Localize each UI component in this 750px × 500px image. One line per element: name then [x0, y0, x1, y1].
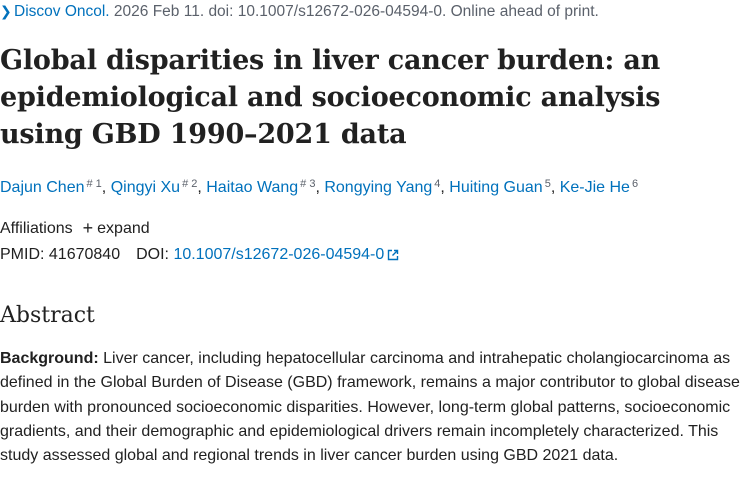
citation-line: ❯ Discov Oncol. 2026 Feb 11. doi: 10.1007… [0, 3, 599, 21]
affiliations-row: Affiliations + expand [0, 218, 150, 239]
doi-value: 10.1007/s12672-026-04594-0 [173, 246, 385, 263]
pmid-value: 41670840 [48, 246, 121, 263]
pmid-label: PMID: [0, 246, 45, 263]
citation-details: 2026 Feb 11. doi: 10.1007/s12672-026-045… [109, 3, 599, 20]
abstract-background: Background: Liver cancer, including hepa… [0, 347, 745, 468]
background-label: Background: [0, 350, 99, 367]
expand-affiliations-button[interactable]: + expand [73, 218, 150, 238]
author-link[interactable]: Ke-Jie He [559, 179, 630, 196]
author-affiliation-ref[interactable]: # 2 [182, 178, 198, 190]
identifiers-row: PMID: 41670840 DOI: 10.1007/s12672-026-04… [0, 246, 399, 264]
author-link[interactable]: Haitao Wang [206, 179, 299, 196]
doi-link[interactable]: 10.1007/s12672-026-04594-0 [173, 246, 399, 263]
chevron-right-icon: ❯ [0, 3, 12, 19]
affiliations-label: Affiliations [0, 220, 73, 237]
doi-label: DOI: [136, 246, 169, 263]
author-affiliation-ref[interactable]: # 3 [300, 178, 316, 190]
abstract-heading: Abstract [0, 303, 95, 328]
author-link[interactable]: Qingyi Xu [110, 179, 181, 196]
author-link[interactable]: Huiting Guan [449, 179, 543, 196]
author-affiliation-ref[interactable]: 6 [631, 178, 639, 190]
author-link[interactable]: Dajun Chen [0, 179, 85, 196]
external-link-icon [388, 249, 399, 261]
plus-icon: + [82, 218, 94, 238]
author-affiliation-ref[interactable]: 5 [544, 178, 551, 190]
author-affiliation-ref[interactable]: # 1 [86, 178, 102, 190]
author-affiliation-ref[interactable]: 4 [434, 178, 441, 190]
author-list: Dajun Chen # 1, Qingyi Xu # 2, Haitao Wang… [0, 178, 639, 196]
article-title: Global disparities in liver cancer burde… [0, 45, 661, 150]
background-text: Liver cancer, including hepatocellular c… [0, 350, 740, 465]
expand-label: expand [97, 220, 150, 237]
journal-link[interactable]: Discov Oncol. [14, 3, 110, 20]
author-link[interactable]: Rongying Yang [324, 179, 433, 196]
